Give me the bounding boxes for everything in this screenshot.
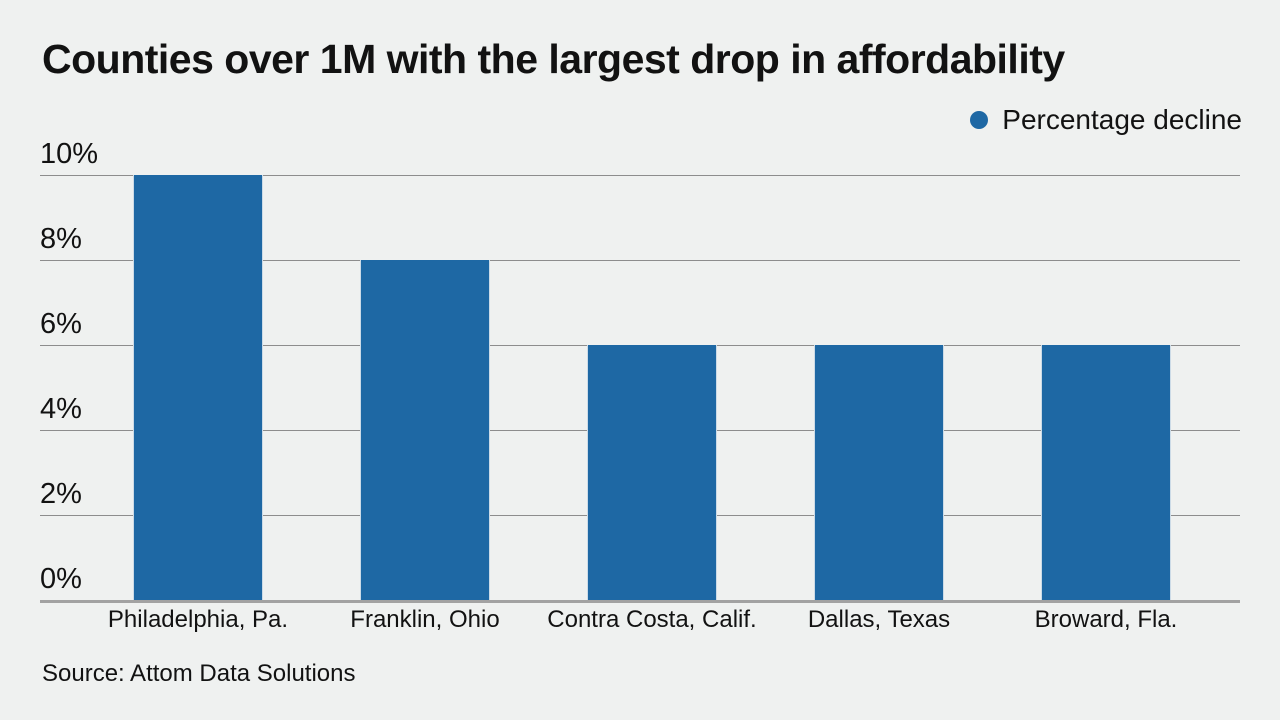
x-tick-label: Philadelphia, Pa.	[107, 606, 289, 633]
y-tick-label: 10%	[40, 138, 99, 170]
y-tick-label: 2%	[40, 478, 82, 510]
legend: Percentage decline	[970, 104, 1242, 136]
y-tick-label: 4%	[40, 393, 82, 425]
x-tick-label: Contra Costa, Calif.	[547, 606, 757, 633]
bar-dallas-texas	[814, 345, 944, 600]
x-tick-label: Franklin, Ohio	[350, 606, 500, 633]
legend-label: Percentage decline	[1002, 104, 1242, 135]
legend-circle-icon	[970, 111, 989, 129]
bar-contra-costa-calif	[587, 345, 717, 600]
chart-title: Counties over 1M with the largest drop i…	[42, 36, 1065, 82]
x-tick-label: Dallas, Texas	[807, 606, 951, 633]
gridline	[40, 260, 1240, 261]
bar-franklin-ohio	[360, 260, 490, 600]
bar-broward-fla	[1041, 345, 1171, 600]
x-axis-line	[40, 600, 1240, 603]
x-tick-label: Broward, Fla.	[1034, 606, 1178, 633]
y-tick-label: 0%	[40, 563, 82, 595]
y-tick-label: 6%	[40, 308, 82, 340]
y-tick-label: 8%	[40, 223, 82, 255]
gridline	[40, 175, 1240, 176]
source-note: Source: Attom Data Solutions	[42, 660, 356, 687]
bar-philadelphia-pa	[133, 175, 263, 600]
